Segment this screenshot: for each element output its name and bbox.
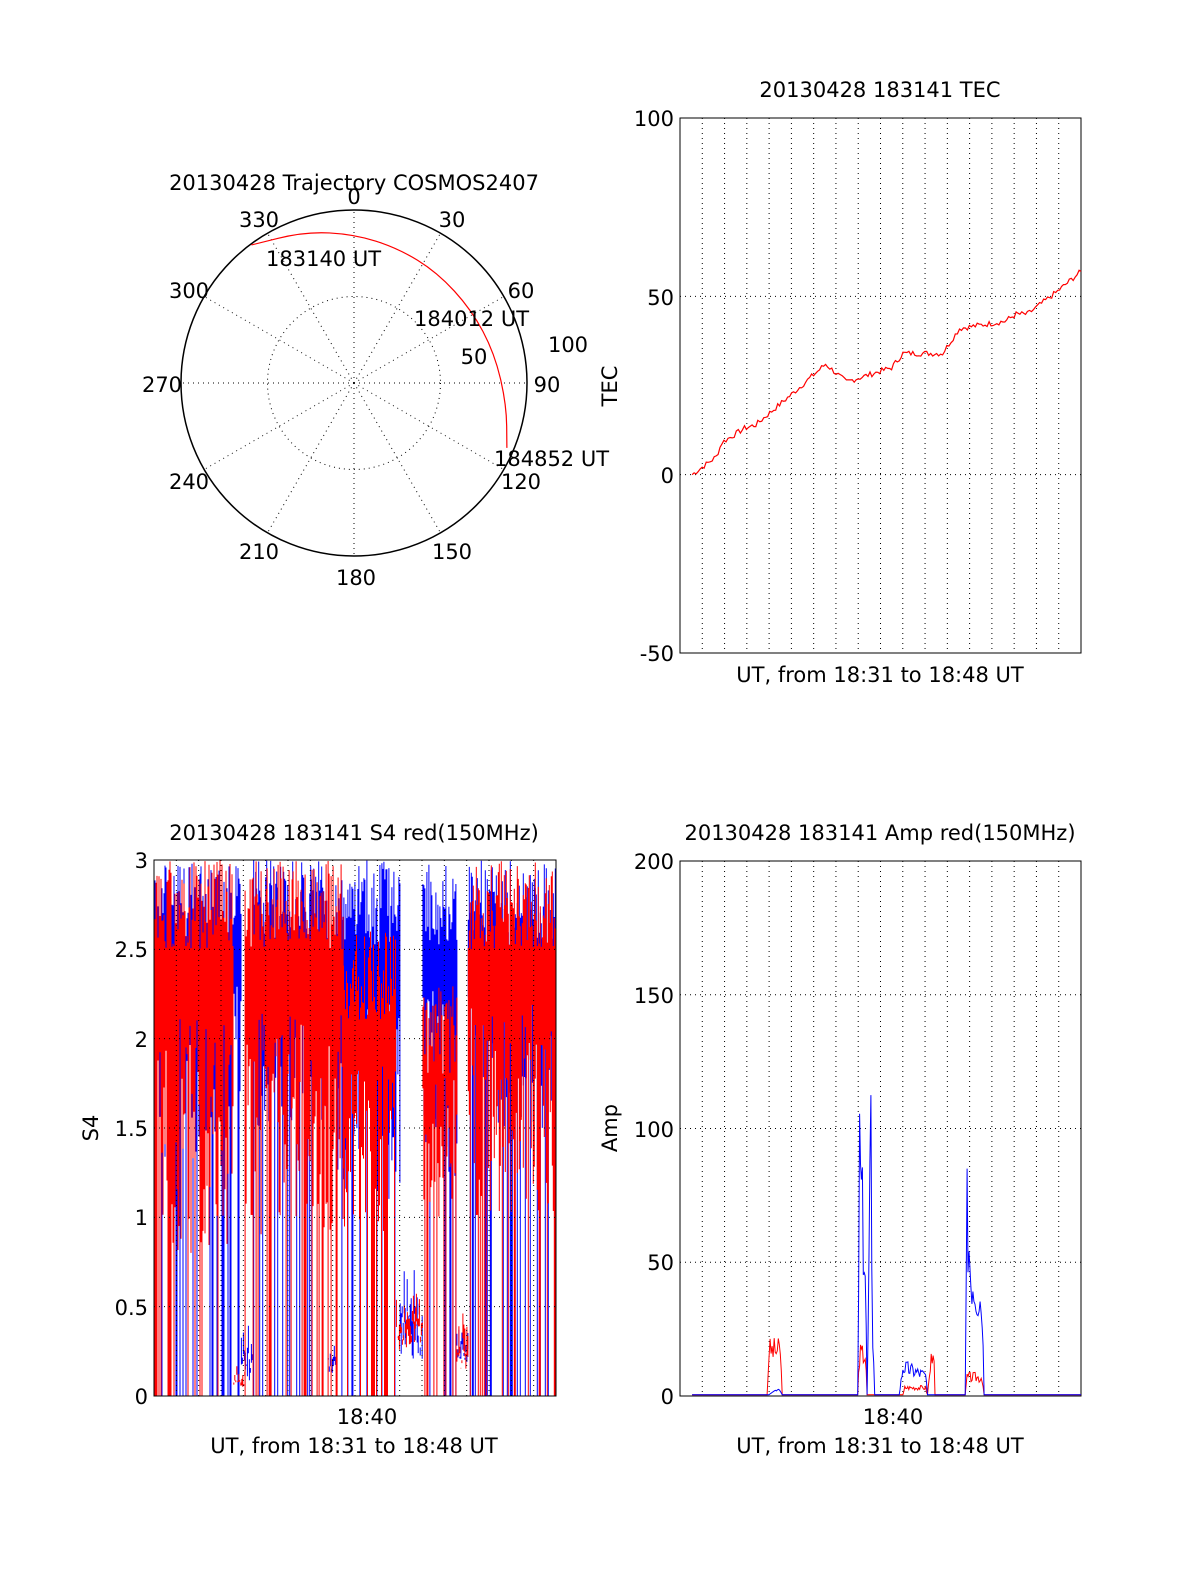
s4-series-traces (153, 860, 556, 1396)
s4-ytick-3: 3 (135, 849, 148, 873)
tec-panel: 20130428 183141 TEC 100 50 0 -50 TEC UT,… (598, 78, 1082, 687)
s4-ytick-1: 1 (135, 1206, 148, 1230)
trajectory-track (251, 232, 508, 448)
azimuth-label-120: 120 (501, 470, 541, 494)
s4-xlabel: UT, from 18:31 to 18:48 UT (210, 1434, 498, 1458)
trajectory-mid-label: 184012 UT (414, 307, 529, 331)
amp-ytick-100: 100 (634, 1118, 674, 1142)
tec-ytick-50: 50 (647, 286, 674, 310)
azimuth-label-60: 60 (508, 279, 535, 303)
s4-ylabel: S4 (79, 1115, 103, 1142)
s4-ytick-2.5: 2.5 (115, 938, 148, 962)
tec-plot-frame (679, 117, 1082, 654)
tec-grid (680, 118, 1081, 653)
polar-circle-50 (267, 296, 441, 470)
amp-red-series-line (692, 1338, 1082, 1396)
polar-spoke-240 (203, 382, 355, 470)
polar-azimuth-labels: 0 30 60 90 120 150 180 210 240 270 300 3… (142, 185, 560, 590)
azimuth-label-90: 90 (534, 373, 561, 397)
azimuth-label-150: 150 (432, 540, 472, 564)
s4-blue-segment-3 (327, 1345, 336, 1373)
s4-blue-segment-1 (240, 1325, 253, 1381)
azimuth-label-240: 240 (169, 470, 209, 494)
s4-ytick-2: 2 (135, 1028, 148, 1052)
s4-ytick-1.5: 1.5 (115, 1117, 148, 1141)
tec-ytick-100: 100 (634, 107, 674, 131)
azimuth-label-30: 30 (439, 208, 466, 232)
tec-ytick-0: 0 (661, 464, 674, 488)
s4-red-segment-2 (244, 861, 344, 1396)
trajectory-panel: 20130428 Trajectory COSMOS2407 0 30 60 9… (142, 171, 609, 590)
amp-blue-series-line (692, 1095, 1082, 1396)
s4-red-segment-4 (395, 1293, 423, 1350)
trajectory-end-label: 184852 UT (494, 447, 609, 471)
tec-ytick-neg50: -50 (640, 642, 674, 666)
amp-ytick-50: 50 (647, 1251, 674, 1275)
tec-ylabel: TEC (598, 366, 622, 408)
amp-title: 20130428 183141 Amp red(150MHz) (684, 821, 1075, 845)
polar-outer-circle (180, 209, 528, 557)
s4-title: 20130428 183141 S4 red(150MHz) (169, 821, 539, 845)
polar-grid (180, 209, 528, 557)
tec-xlabel: UT, from 18:31 to 18:48 UT (736, 663, 1024, 687)
amp-ytick-200: 200 (634, 850, 674, 874)
elevation-label-50: 50 (461, 345, 488, 369)
polar-spoke-300 (203, 296, 355, 384)
amp-plot-frame (679, 860, 1082, 1397)
s4-xtick-1840: 18:40 (337, 1405, 398, 1429)
trajectory-start-label: 183140 UT (266, 247, 381, 271)
azimuth-label-300: 300 (169, 279, 209, 303)
elevation-label-100: 100 (548, 333, 588, 357)
amp-ytick-150: 150 (634, 984, 674, 1008)
s4-ytick-0.5: 0.5 (115, 1296, 148, 1320)
s4-ytick-0: 0 (135, 1385, 148, 1409)
amp-ytick-0: 0 (661, 1385, 674, 1409)
azimuth-label-270: 270 (142, 373, 182, 397)
amp-xtick-1840: 18:40 (863, 1405, 924, 1429)
s4-panel: 20130428 183141 S4 red(150MHz) 3 2.5 2 1… (79, 821, 557, 1458)
s4-plot-frame (153, 859, 557, 1397)
azimuth-label-330: 330 (239, 208, 279, 232)
azimuth-label-180: 180 (336, 566, 376, 590)
s4-red-segment-3 (343, 931, 396, 1396)
amp-xlabel: UT, from 18:31 to 18:48 UT (736, 1434, 1024, 1458)
tec-title: 20130428 183141 TEC (759, 78, 1000, 102)
amp-panel: 20130428 183141 Amp red(150MHz) 200 150 … (598, 821, 1082, 1458)
s4-grid (154, 860, 556, 1396)
trajectory-title: 20130428 Trajectory COSMOS2407 (169, 171, 539, 195)
amp-grid (680, 861, 1081, 1396)
s4-red-segment-7 (467, 861, 556, 1396)
amp-ylabel: Amp (598, 1104, 622, 1152)
azimuth-label-210: 210 (239, 540, 279, 564)
s4-red-segment-5 (422, 986, 458, 1396)
azimuth-label-0: 0 (347, 185, 360, 209)
tec-series-line (691, 269, 1082, 476)
